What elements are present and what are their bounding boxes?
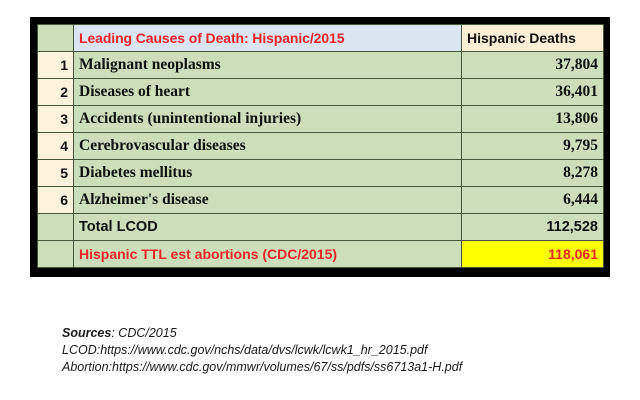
sources-line-abortion: Abortion:https://www.cdc.gov/mmwr/volume… xyxy=(62,360,463,374)
table-highlight-row: Hispanic TTL est abortions (CDC/2015) 11… xyxy=(37,240,604,268)
row-cause: Alzheimer's disease xyxy=(73,186,462,214)
row-value: 13,806 xyxy=(461,105,604,133)
header-corner-cell xyxy=(37,24,74,52)
value-column-header: Hispanic Deaths xyxy=(461,24,604,52)
row-value: 36,401 xyxy=(461,78,604,106)
table-row: 6 Alzheimer's disease 6,444 xyxy=(37,186,604,214)
sources-label: Sources xyxy=(62,326,112,340)
row-rank: 2 xyxy=(37,78,74,106)
row-value: 8,278 xyxy=(461,159,604,187)
row-rank: 5 xyxy=(37,159,74,187)
sources-block: Sources: CDC/2015 LCOD:https://www.cdc.g… xyxy=(62,325,462,376)
highlight-value: 118,061 xyxy=(461,240,604,268)
total-rank-cell xyxy=(37,213,74,241)
row-value: 9,795 xyxy=(461,132,604,160)
row-rank: 4 xyxy=(37,132,74,160)
total-value: 112,528 xyxy=(461,213,604,241)
total-label: Total LCOD xyxy=(73,213,462,241)
highlight-label: Hispanic TTL est abortions (CDC/2015) xyxy=(73,240,462,268)
table-row: 5 Diabetes mellitus 8,278 xyxy=(37,159,604,187)
sources-line-label: Sources: CDC/2015 xyxy=(62,325,462,342)
row-rank: 1 xyxy=(37,51,74,79)
table-total-row: Total LCOD 112,528 xyxy=(37,213,604,241)
row-cause: Diabetes mellitus xyxy=(73,159,462,187)
row-cause: Diseases of heart xyxy=(73,78,462,106)
table-title-cell: Leading Causes of Death: Hispanic/2015 xyxy=(73,24,462,52)
table-row: 2 Diseases of heart 36,401 xyxy=(37,78,604,106)
row-cause: Cerebrovascular diseases xyxy=(73,132,462,160)
row-cause: Malignant neoplasms xyxy=(73,51,462,79)
leading-causes-of-death-table: Leading Causes of Death: Hispanic/2015 H… xyxy=(37,24,604,268)
sources-line-lcod: LCOD:https://www.cdc.gov/nchs/data/dvs/l… xyxy=(62,343,428,357)
highlight-rank-cell xyxy=(37,240,74,268)
table-row: 1 Malignant neoplasms 37,804 xyxy=(37,51,604,79)
row-rank: 3 xyxy=(37,105,74,133)
lcod-table-frame: Leading Causes of Death: Hispanic/2015 H… xyxy=(30,17,610,277)
table-row: 3 Accidents (unintentional injuries) 13,… xyxy=(37,105,604,133)
row-rank: 6 xyxy=(37,186,74,214)
table-header-row: Leading Causes of Death: Hispanic/2015 H… xyxy=(37,24,604,52)
row-cause: Accidents (unintentional injuries) xyxy=(73,105,462,133)
row-value: 37,804 xyxy=(461,51,604,79)
row-value: 6,444 xyxy=(461,186,604,214)
table-row: 4 Cerebrovascular diseases 9,795 xyxy=(37,132,604,160)
sources-label-value: : CDC/2015 xyxy=(111,326,177,340)
